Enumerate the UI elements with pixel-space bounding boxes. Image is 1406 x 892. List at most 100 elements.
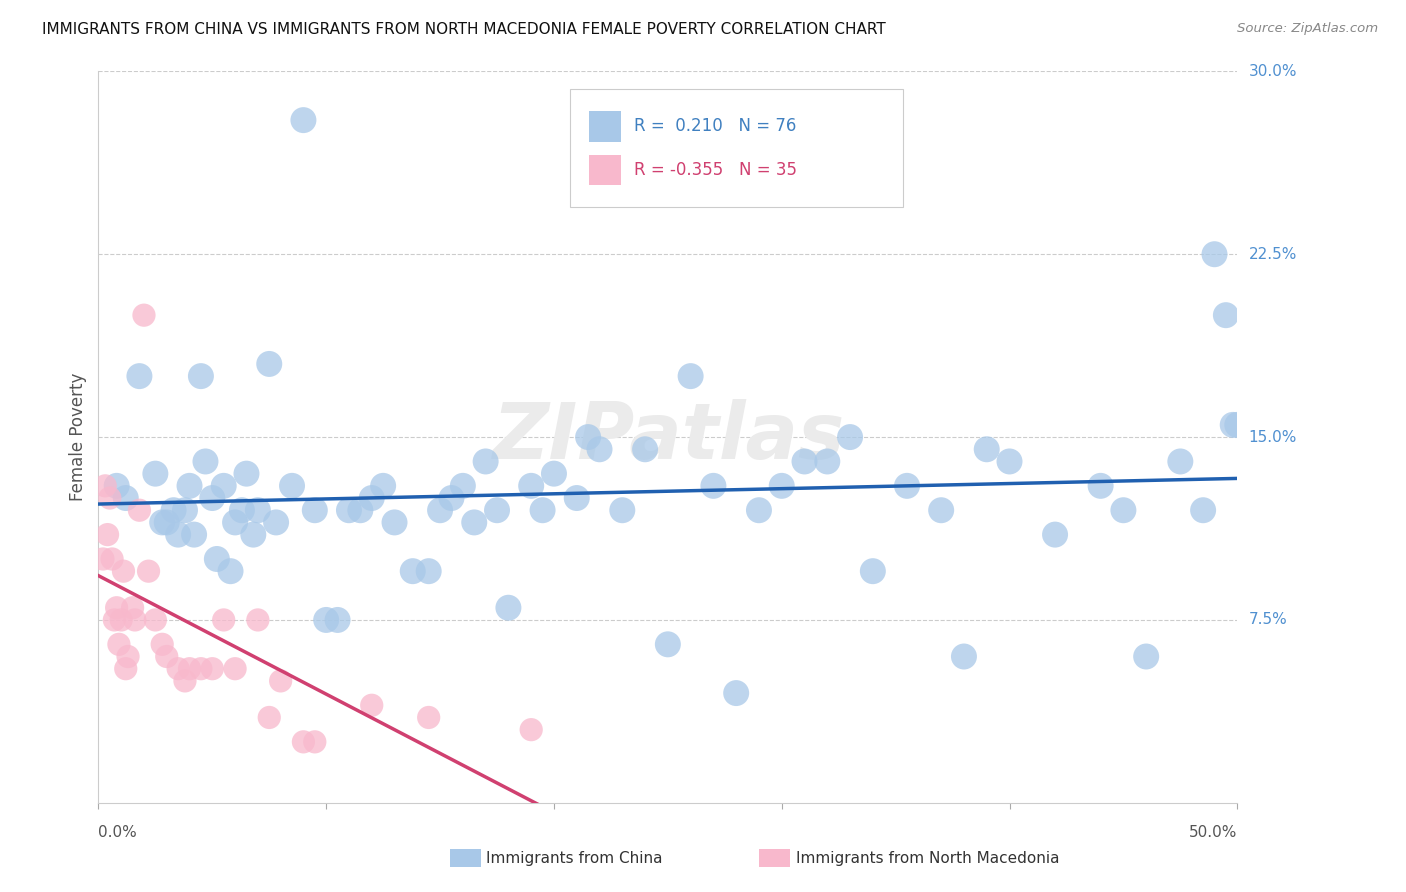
Point [474, 454, 496, 468]
Text: 30.0%: 30.0% [1249, 64, 1296, 78]
Point [179, 662, 201, 676]
Point [235, 467, 257, 481]
Point [543, 467, 565, 481]
Point [384, 516, 406, 530]
Point [725, 686, 748, 700]
Point [304, 503, 326, 517]
Point [520, 723, 543, 737]
Point [349, 503, 371, 517]
Y-axis label: Female Poverty: Female Poverty [69, 373, 87, 501]
Point [112, 564, 135, 578]
Text: Immigrants from China: Immigrants from China [486, 851, 664, 865]
Point [326, 613, 349, 627]
Point [1215, 308, 1237, 322]
Point [132, 308, 155, 322]
Point [179, 479, 201, 493]
Point [174, 673, 197, 688]
Point [576, 430, 599, 444]
Point [770, 479, 793, 493]
Point [103, 613, 125, 627]
Point [463, 516, 485, 530]
Point [145, 613, 167, 627]
Point [91, 552, 114, 566]
Point [953, 649, 976, 664]
Point [105, 600, 128, 615]
Point [1170, 454, 1192, 468]
Point [231, 503, 253, 517]
Point [486, 503, 509, 517]
Point [1192, 503, 1215, 517]
Text: R =  0.210   N = 76: R = 0.210 N = 76 [634, 117, 797, 136]
Point [402, 564, 425, 578]
Point [565, 491, 588, 505]
Point [167, 527, 190, 541]
Point [212, 479, 235, 493]
Point [98, 491, 121, 505]
Point [371, 479, 394, 493]
Point [531, 503, 554, 517]
Point [815, 454, 838, 468]
Point [183, 527, 205, 541]
Point [128, 503, 150, 517]
Point [418, 710, 440, 724]
Text: 7.5%: 7.5% [1249, 613, 1288, 627]
Point [862, 564, 884, 578]
Point [1135, 649, 1157, 664]
Point [418, 564, 440, 578]
Point [150, 516, 173, 530]
Point [156, 516, 179, 530]
Point [839, 430, 862, 444]
Point [190, 369, 212, 384]
Point [264, 516, 287, 530]
Point [1204, 247, 1226, 261]
Point [520, 479, 543, 493]
Point [304, 735, 326, 749]
Point [114, 662, 136, 676]
Point [429, 503, 451, 517]
Point [929, 503, 952, 517]
Point [679, 369, 702, 384]
Point [108, 637, 131, 651]
Point [201, 491, 224, 505]
Text: Source: ZipAtlas.com: Source: ZipAtlas.com [1237, 22, 1378, 36]
Text: 22.5%: 22.5% [1249, 247, 1296, 261]
Point [1112, 503, 1135, 517]
Point [128, 369, 150, 384]
Text: 15.0%: 15.0% [1249, 430, 1296, 444]
Point [219, 564, 242, 578]
Point [246, 613, 269, 627]
Text: Immigrants from North Macedonia: Immigrants from North Macedonia [796, 851, 1059, 865]
Point [162, 503, 184, 517]
Point [242, 527, 264, 541]
Point [896, 479, 918, 493]
Point [138, 564, 160, 578]
Point [150, 637, 173, 651]
Point [612, 503, 634, 517]
Text: ZIPatlas: ZIPatlas [492, 399, 844, 475]
Point [205, 552, 228, 566]
Point [96, 527, 118, 541]
Point [1226, 417, 1249, 432]
Point [337, 503, 360, 517]
Point [1222, 417, 1244, 432]
Point [440, 491, 463, 505]
Point [110, 613, 132, 627]
Point [190, 662, 212, 676]
Point [281, 479, 304, 493]
Point [657, 637, 679, 651]
Point [117, 649, 139, 664]
Point [156, 649, 179, 664]
Point [270, 673, 292, 688]
Point [194, 454, 217, 468]
Point [360, 491, 382, 505]
Point [1090, 479, 1112, 493]
Point [588, 442, 610, 457]
Point [793, 454, 815, 468]
Text: R = -0.355   N = 35: R = -0.355 N = 35 [634, 161, 797, 179]
Point [292, 113, 315, 128]
Point [315, 613, 337, 627]
Point [498, 600, 520, 615]
Point [748, 503, 770, 517]
Point [94, 479, 117, 493]
Point [224, 516, 246, 530]
